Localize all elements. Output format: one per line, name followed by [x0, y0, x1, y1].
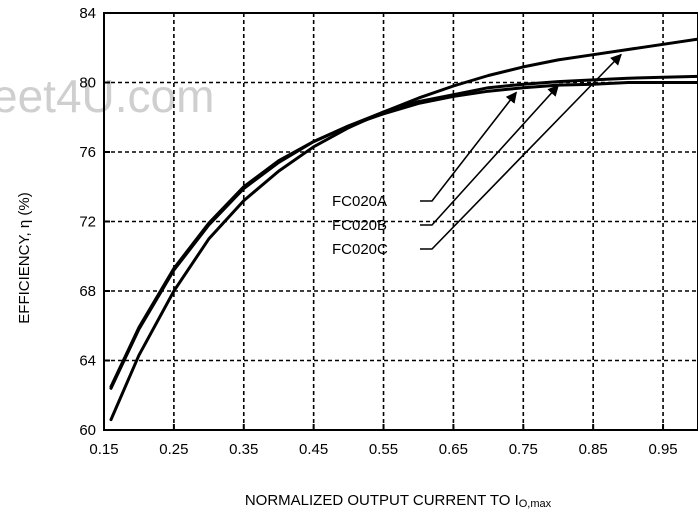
y-axis-label: EFFICIENCY, η (%) — [16, 192, 33, 323]
y-tick-label: 80 — [79, 75, 96, 92]
x-tick-label: 0.85 — [579, 441, 608, 458]
grid — [104, 13, 698, 430]
x-tick-label: 0.25 — [159, 441, 188, 458]
series-label-fc020a: FC020A — [332, 193, 387, 210]
x-tick-label: 0.35 — [229, 441, 258, 458]
y-tick-label: 60 — [79, 422, 96, 439]
x-tick-label: 0.95 — [648, 441, 677, 458]
x-tick-label: 0.15 — [89, 441, 118, 458]
callout-arrow-fc020c — [420, 53, 622, 250]
y-tick-label: 76 — [79, 144, 96, 161]
callout-group: FC020A FC020B FC020C — [332, 53, 622, 258]
x-tick-label: 0.45 — [299, 441, 328, 458]
series-line-fc020c — [109, 37, 698, 389]
series-label-fc020b: FC020B — [332, 217, 387, 234]
x-axis-label-subscript: O,max — [519, 498, 552, 510]
watermark: eet4U.com — [0, 70, 214, 122]
x-tick-label: 0.65 — [439, 441, 468, 458]
x-axis-label-main: NORMALIZED OUTPUT CURRENT TO I — [245, 492, 519, 509]
x-tick-labels: 0.15 0.25 0.35 0.45 0.55 0.65 0.75 0.85 0.95 — [89, 424, 678, 458]
y-tick-labels: 60 64 68 72 76 80 84 — [79, 5, 110, 439]
series-line-fc020b — [109, 74, 698, 422]
x-tick-label: 0.55 — [369, 441, 398, 458]
x-axis-label: NORMALIZED OUTPUT CURRENT TO IO,max — [245, 492, 552, 510]
series-group — [109, 37, 698, 422]
y-tick-label: 72 — [79, 214, 96, 231]
series-label-fc020c: FC020C — [332, 241, 388, 258]
callout-arrow-fc020b — [420, 84, 559, 226]
x-tick-label: 0.75 — [509, 441, 538, 458]
y-tick-label: 68 — [79, 283, 96, 300]
callout-arrow-fc020a — [420, 91, 517, 202]
y-tick-label: 64 — [79, 353, 96, 370]
y-tick-label: 84 — [79, 5, 96, 22]
